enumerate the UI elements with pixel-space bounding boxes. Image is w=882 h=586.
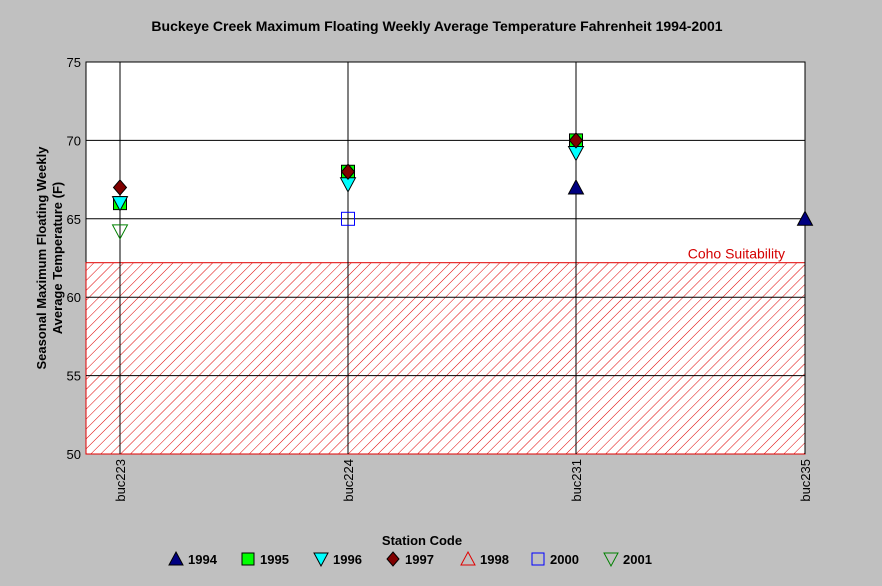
y-tick-label: 75 [67,55,81,70]
x-axis-title: Station Code [382,533,462,548]
legend-marker-2001 [603,552,619,568]
legend-marker-2000 [531,552,545,566]
legend-label: 1997 [405,552,434,567]
y-tick-label: 55 [67,369,81,384]
x-tick-label: buc224 [341,459,356,502]
data-point-1997 [112,179,128,196]
data-point-1994 [796,210,814,226]
legend-marker-1997 [386,551,400,567]
legend-label: 1998 [480,552,509,567]
legend-label: 1996 [333,552,362,567]
x-tick-label: buc235 [798,459,813,502]
data-point-2001 [111,224,129,240]
coho-suitability-band [85,262,806,455]
legend-label: 1995 [260,552,289,567]
legend-marker-1995 [241,552,255,566]
x-tick-label: buc231 [569,459,584,502]
data-point-1996 [111,196,129,212]
data-point-1997 [568,132,584,149]
y-tick-label: 70 [67,133,81,148]
legend-marker-1998 [460,550,476,566]
chart-title: Buckeye Creek Maximum Floating Weekly Av… [151,18,722,34]
legend: 1994 1995 1996 1997 1998 2000 2001 [168,550,652,568]
data-point-1997 [340,163,356,181]
data-point-1994 [567,178,585,195]
legend-marker-1996 [313,552,329,568]
legend-marker-1994 [168,550,184,566]
y-axis-title-line-1: Seasonal Maximum Floating Weekly [34,146,49,370]
coho-suitability-label: Coho Suitability [688,246,785,262]
y-axis-title-line-2: Average Temperature (F) [50,182,65,334]
y-tick-label: 50 [67,447,81,462]
y-tick-label: 60 [67,290,81,305]
x-tick-label: buc223 [113,459,128,502]
legend-label: 2000 [550,552,579,567]
data-point-2000 [341,211,355,226]
legend-label: 2001 [623,552,652,567]
y-tick-label: 65 [67,212,81,227]
legend-label: 1994 [188,552,218,567]
